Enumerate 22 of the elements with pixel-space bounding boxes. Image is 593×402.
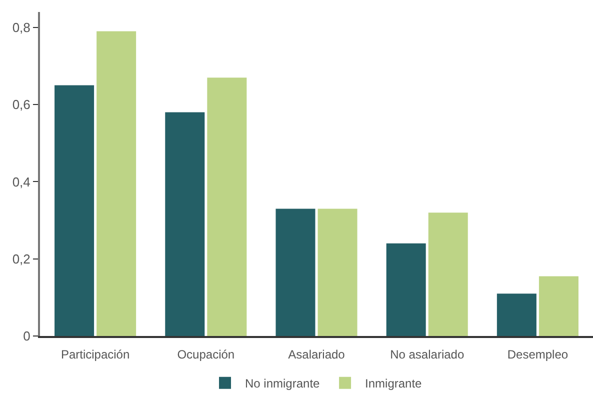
y-tick-label: 0,6: [12, 97, 30, 112]
x-tick-label: Desempleo: [507, 347, 568, 362]
bar: [428, 212, 468, 336]
bar: [207, 78, 247, 336]
x-tick-label: Ocupación: [177, 347, 235, 362]
x-tick-label: Participación: [60, 347, 130, 362]
bar: [54, 85, 94, 336]
legend-label: Inmigrante: [365, 376, 422, 391]
y-tick-label: 0,2: [12, 251, 30, 266]
y-tick-label: 0: [23, 328, 30, 344]
x-tick-label: Asalariado: [288, 347, 346, 362]
bar: [318, 208, 358, 336]
bar: [276, 208, 316, 336]
bar: [496, 294, 536, 336]
bar: [96, 31, 136, 336]
y-tick-label: 0,8: [12, 20, 30, 35]
bar: [386, 243, 426, 336]
bar: [165, 112, 205, 336]
x-tick-label: No asalariado: [390, 347, 464, 362]
legend-label: No inmigrante: [245, 376, 320, 391]
bar: [538, 276, 578, 336]
y-tick-label: 0,4: [12, 174, 30, 190]
